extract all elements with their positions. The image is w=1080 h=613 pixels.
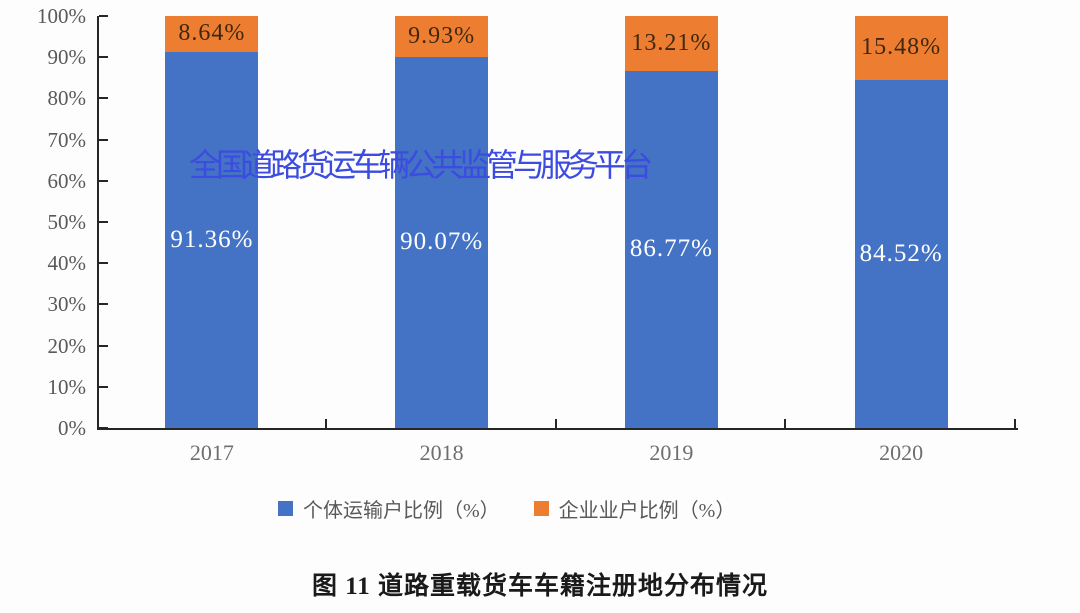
y-axis-tick bbox=[99, 138, 108, 141]
legend-item-enterprise: 企业业户比例（%） bbox=[533, 494, 736, 523]
bar-label-individual: 86.77% bbox=[629, 235, 713, 263]
y-axis-tick bbox=[99, 221, 108, 223]
bar-label-enterprise: 15.48% bbox=[861, 34, 942, 61]
y-axis-tick bbox=[99, 56, 108, 59]
y-axis-tick bbox=[99, 385, 108, 388]
y-axis-tick bbox=[99, 179, 108, 182]
y-axis-tick-label: 60% bbox=[47, 168, 87, 193]
x-axis-tick bbox=[554, 419, 557, 428]
legend-swatch-individual-icon bbox=[278, 501, 293, 516]
y-axis-tick bbox=[99, 344, 108, 347]
legend-label-individual: 个体运输户比例（%） bbox=[303, 500, 500, 522]
legend-item-individual: 个体运输户比例（%） bbox=[278, 494, 500, 523]
y-axis-tick bbox=[99, 97, 108, 100]
bar-label-individual: 91.36% bbox=[170, 225, 254, 253]
x-axis-label: 2019 bbox=[649, 440, 694, 465]
legend: 个体运输户比例（%） 企业业户比例（%） bbox=[278, 494, 735, 523]
plot-area bbox=[97, 16, 1018, 430]
bar-label-enterprise: 13.21% bbox=[631, 29, 712, 56]
x-axis-label: 2017 bbox=[189, 440, 234, 465]
bar-segment-enterprise: 9.93% bbox=[395, 16, 489, 57]
y-axis-tick bbox=[99, 303, 108, 306]
y-axis-tick-label: 0% bbox=[58, 416, 86, 440]
x-axis-label: 2018 bbox=[419, 440, 464, 465]
y-axis-tick-label: 70% bbox=[47, 127, 87, 152]
bar-segment-enterprise: 15.48% bbox=[854, 16, 948, 80]
x-axis-tick bbox=[784, 419, 787, 428]
y-axis-tick bbox=[99, 15, 108, 17]
y-axis-tick-label: 30% bbox=[47, 292, 87, 317]
y-axis-tick-label: 100% bbox=[37, 4, 86, 28]
bar-segment-individual: 86.77% bbox=[624, 70, 718, 428]
y-axis-tick-label: 40% bbox=[47, 251, 87, 276]
stacked-bar-chart: 全国道路货运车辆公共监管与服务平台 0% 10% 20% 30% 40% 50% 60% 70… bbox=[37, 4, 1018, 465]
bar-segment-enterprise: 8.64% bbox=[165, 16, 259, 52]
y-axis-tick bbox=[99, 262, 108, 265]
bar-segment-individual: 90.07% bbox=[395, 56, 489, 428]
x-axis-label: 2020 bbox=[879, 440, 924, 465]
y-axis-tick-label: 90% bbox=[47, 45, 87, 70]
y-axis-tick-label: 50% bbox=[47, 210, 87, 234]
y-axis-tick-label: 20% bbox=[47, 333, 87, 358]
bar-label-individual: 90.07% bbox=[400, 228, 484, 256]
legend-swatch-enterprise-icon bbox=[533, 501, 549, 516]
bar-label-enterprise: 9.93% bbox=[408, 22, 476, 49]
bar-segment-individual: 84.52% bbox=[854, 79, 948, 428]
bar-label-individual: 84.52% bbox=[859, 239, 943, 267]
y-axis-tick-label: 10% bbox=[47, 374, 87, 399]
y-axis-tick bbox=[99, 427, 108, 429]
bar-label-enterprise: 8.64% bbox=[178, 20, 246, 47]
x-axis-tick bbox=[1014, 419, 1016, 428]
y-axis-tick-label: 80% bbox=[47, 86, 87, 111]
legend-label-enterprise: 企业业户比例（%） bbox=[558, 500, 736, 522]
figure-caption: 图 11 道路重载货车车籍注册地分布情况 bbox=[311, 573, 769, 600]
bar-segment-enterprise: 13.21% bbox=[624, 16, 718, 71]
bar-segment-individual: 91.36% bbox=[165, 51, 259, 428]
x-axis-tick bbox=[324, 419, 327, 428]
